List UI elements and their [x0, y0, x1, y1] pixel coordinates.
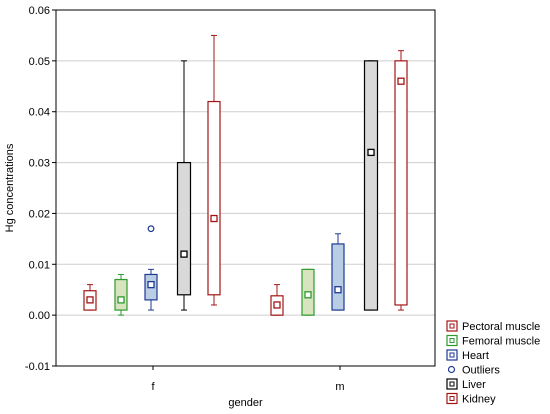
plot-frame: [55, 9, 436, 367]
y-axis: -0.01 0.00 0.01 0.02 0.03 0.04 0.05 0.06: [25, 5, 56, 373]
box-pectoral-muscle-f: [83, 284, 97, 311]
median-marker: [273, 301, 281, 309]
x-tick-label: m: [335, 381, 344, 393]
y-tick-label: 0.03: [29, 158, 50, 170]
y-tick-label: 0.05: [29, 56, 50, 68]
legend-item-pectoral-muscle: Pectoral muscle: [446, 320, 540, 333]
outlier-point: [147, 225, 155, 233]
legend-swatch-circle: [447, 365, 456, 374]
legend-swatch-marker: [449, 381, 455, 387]
box-iqr: [176, 161, 192, 296]
legend-label: Femoral muscle: [462, 336, 540, 348]
x-tick-label: f: [151, 381, 155, 393]
legend-swatch-marker: [449, 396, 455, 401]
median-marker: [304, 291, 312, 299]
legend-item-liver: Liver: [446, 378, 486, 391]
box-femoral-muscle-m: [301, 268, 315, 316]
median-marker: [210, 214, 218, 223]
box-liver-f: [176, 60, 192, 311]
gridlines: [56, 60, 435, 316]
box-heart-m: [331, 233, 345, 311]
box-iqr: [114, 278, 128, 311]
y-tick-label: 0.00: [29, 310, 50, 322]
median-marker: [147, 280, 155, 289]
median-marker: [397, 77, 405, 85]
x-axis-title: gender: [228, 397, 263, 409]
legend-label: Heart: [462, 350, 489, 362]
legend: Pectoral muscle Femoral muscle Heart Outlie…: [446, 320, 540, 406]
box-iqr: [394, 60, 408, 306]
median-marker: [334, 286, 342, 294]
y-tick-label: 0.06: [29, 5, 50, 17]
box-iqr: [363, 60, 379, 311]
box-pectoral-muscle-m: [270, 284, 284, 316]
legend-label: Pectoral muscle: [462, 321, 540, 333]
y-tick-label: -0.01: [25, 361, 50, 373]
median-marker: [367, 148, 375, 157]
box-iqr: [207, 100, 221, 296]
y-tick-label: 0.02: [29, 208, 50, 220]
y-tick-label: 0.04: [29, 107, 50, 119]
legend-item-heart: Heart: [446, 349, 489, 362]
legend-label: Kidney: [462, 394, 496, 406]
box-liver-m: [363, 60, 379, 311]
legend-item-outliers: Outliers: [447, 365, 500, 377]
legend-swatch-marker: [449, 338, 455, 343]
median-marker: [117, 296, 125, 304]
median-marker: [86, 296, 94, 304]
median-marker: [180, 250, 188, 258]
legend-label: Liver: [462, 379, 486, 391]
y-tick-label: 0.01: [29, 259, 50, 271]
box-kidney-f: [207, 34, 221, 306]
box-femoral-muscle-f: [114, 273, 128, 316]
legend-swatch-marker: [449, 323, 455, 329]
box-plots: [83, 34, 408, 316]
y-axis-title: Hg concentrations: [4, 143, 16, 232]
box-kidney-m: [394, 50, 408, 311]
legend-item-kidney: Kidney: [446, 392, 496, 406]
box-iqr: [331, 243, 345, 311]
legend-label: Outliers: [462, 365, 500, 377]
box-heart-f: [144, 225, 158, 311]
legend-swatch-marker: [449, 352, 455, 358]
legend-item-femoral-muscle: Femoral muscle: [446, 334, 540, 348]
